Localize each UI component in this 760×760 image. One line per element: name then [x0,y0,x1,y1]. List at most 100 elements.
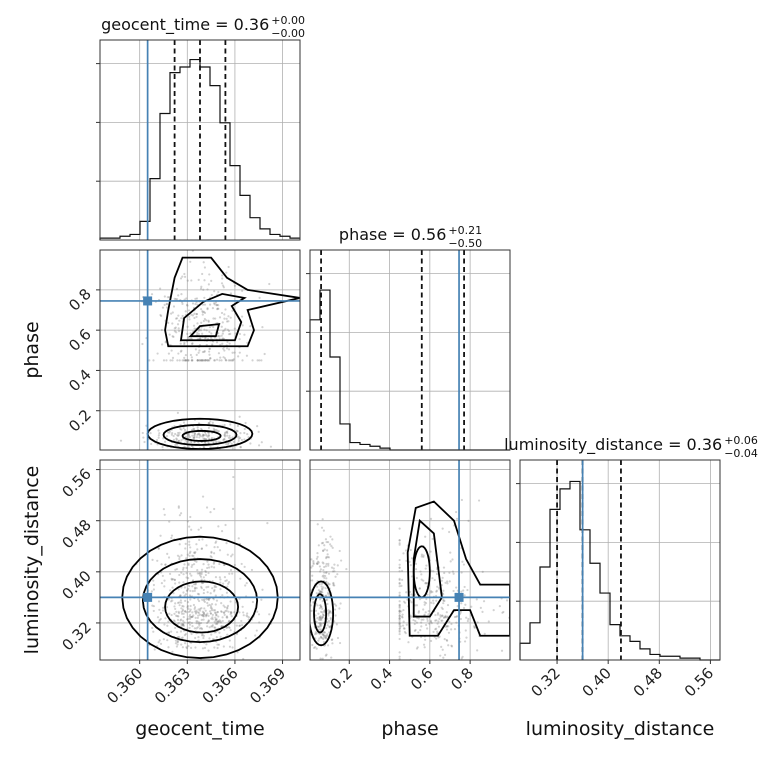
grid-phase [310,250,510,450]
sample-point [204,359,207,362]
sample-point [222,347,225,350]
xtick-label-geocent_time: 0.366 [199,664,242,707]
sample-point [205,614,208,617]
sample-point [215,358,219,361]
sample-point [441,614,444,617]
sample-point [207,319,210,322]
sample-point [323,631,326,634]
sample-point [338,607,341,610]
sample-point [424,611,427,614]
sample-point [193,435,196,438]
sample-point [398,594,401,597]
sample-point [231,646,234,649]
sample-point [198,433,201,436]
sample-point [413,622,416,626]
sample-point [224,431,227,434]
sample-point [321,600,324,603]
sample-point [326,591,330,594]
sample-point [329,616,332,620]
sample-point [180,428,183,431]
sample-point [179,350,183,353]
sample-point [190,428,194,432]
sample-point [238,624,241,628]
sample-point [242,657,245,660]
sample-point [327,564,330,567]
sample-point [202,434,205,437]
sample-point [203,279,206,282]
sample-point [184,542,187,545]
sample-point [176,631,179,634]
sample-point [314,631,317,634]
sample-point [420,625,423,628]
sample-point [220,282,224,285]
sample-point [196,433,199,437]
sample-point [170,613,173,617]
scatter-samples [310,498,510,660]
sample-point [402,620,405,623]
sample-point [166,431,170,434]
sample-point [194,348,197,351]
sample-point [435,627,438,630]
sample-point [222,645,225,648]
sample-point [158,618,161,622]
sample-point [203,317,206,321]
sample-point [327,593,330,596]
sample-point [183,445,186,448]
sample-point [206,359,209,362]
sample-point [200,359,203,362]
sample-point [442,592,445,596]
sample-point [184,609,187,613]
sample-point [221,274,224,277]
sample-point [196,359,200,362]
sample-point [170,534,174,537]
sample-point [211,587,214,590]
sample-point [398,605,401,608]
sample-point [420,578,423,581]
sample-point [201,359,204,362]
sample-point [210,551,213,554]
sample-point [320,617,323,621]
sample-point [169,589,172,592]
sample-point [336,636,340,640]
sample-point [208,637,211,640]
sample-point [196,426,199,429]
sample-point [157,429,160,432]
sample-point [241,289,244,292]
ytick-label-luminosity_distance: 0.32 [58,618,94,654]
truth-marker [454,592,464,602]
sample-point [319,604,322,607]
sample-point [217,440,221,443]
sample-point [317,612,320,615]
sample-point [339,602,342,605]
sample-point [219,343,222,346]
sample-point [453,615,457,619]
sample-point [211,617,214,621]
sample-point [206,435,209,438]
sample-point [179,512,183,515]
sample-point [318,619,322,622]
sample-point [209,357,212,360]
sample-point [257,430,260,433]
sample-point [247,436,250,439]
sample-point [207,431,210,434]
sample-point [418,598,422,601]
sample-point [204,431,207,434]
sample-point [165,606,169,609]
sample-point [201,671,203,673]
sample-point [193,589,196,592]
sample-point [398,543,401,546]
histogram-luminosity_distance [519,480,720,661]
sample-point [181,646,184,649]
sample-point [168,612,171,615]
sample-point [423,603,426,606]
sample-point [429,639,433,643]
sample-point [217,304,220,307]
sample-point [426,619,429,623]
sample-point [398,624,401,628]
sample-point [223,435,227,438]
sample-point [180,571,183,574]
sample-point [199,287,203,290]
sample-point [165,306,169,309]
sample-point [209,612,212,615]
sample-point [448,571,451,574]
